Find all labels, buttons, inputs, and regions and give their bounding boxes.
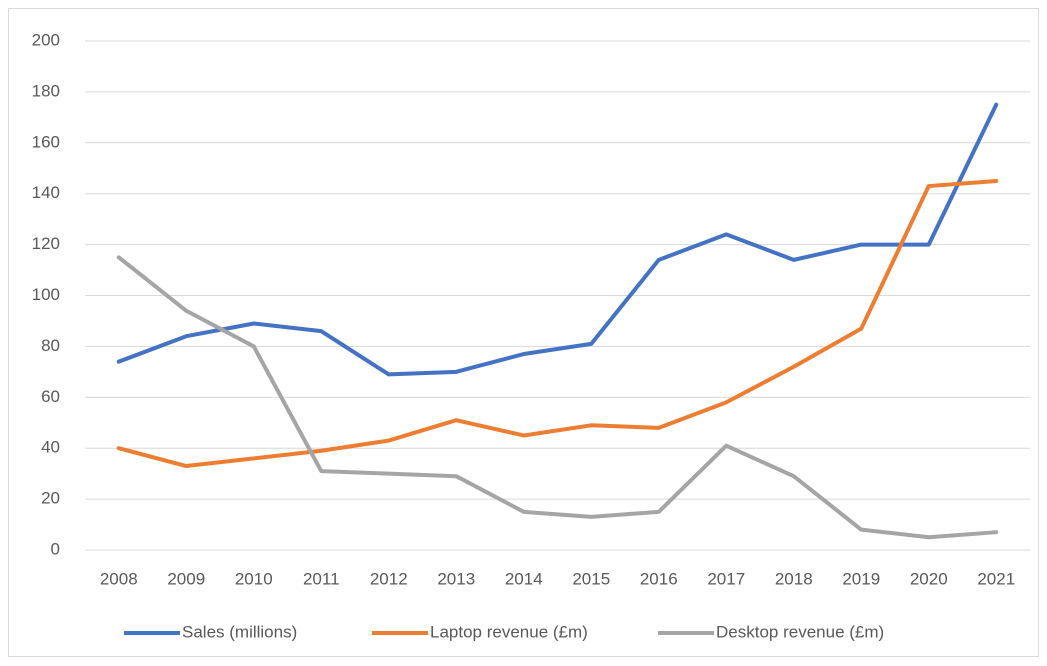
legend-label: Laptop revenue (£m) [430, 622, 588, 641]
y-tick-label: 120 [32, 234, 60, 253]
y-tick-label: 60 [41, 387, 60, 406]
x-tick-label: 2021 [977, 569, 1015, 588]
y-tick-label: 200 [32, 30, 60, 49]
x-tick-label: 2017 [707, 569, 745, 588]
series-line [116, 178, 999, 469]
series-line [116, 255, 999, 540]
x-tick-label: 2013 [437, 569, 475, 588]
x-tick-label: 2014 [505, 569, 543, 588]
x-tick-label: 2020 [910, 569, 948, 588]
x-tick-label: 2008 [100, 569, 138, 588]
x-tick-label: 2019 [842, 569, 880, 588]
y-tick-label: 20 [41, 489, 60, 508]
chart-border [8, 8, 1039, 657]
series-line [116, 102, 999, 377]
y-tick-label: 180 [32, 81, 60, 100]
y-tick-label: 140 [32, 183, 60, 202]
x-tick-label: 2015 [572, 569, 610, 588]
x-tick-label: 2011 [303, 569, 340, 588]
legend-label: Sales (millions) [182, 622, 297, 641]
y-tick-label: 0 [51, 539, 60, 558]
y-tick-label: 80 [41, 336, 60, 355]
x-tick-label: 2012 [370, 569, 408, 588]
legend-label: Desktop revenue (£m) [716, 622, 884, 641]
x-tick-label: 2016 [640, 569, 678, 588]
y-tick-label: 160 [32, 132, 60, 151]
x-tick-label: 2009 [167, 569, 205, 588]
x-tick-label: 2010 [235, 569, 273, 588]
x-tick-label: 2018 [775, 569, 813, 588]
y-tick-label: 100 [32, 285, 60, 304]
y-tick-label: 40 [41, 438, 60, 457]
